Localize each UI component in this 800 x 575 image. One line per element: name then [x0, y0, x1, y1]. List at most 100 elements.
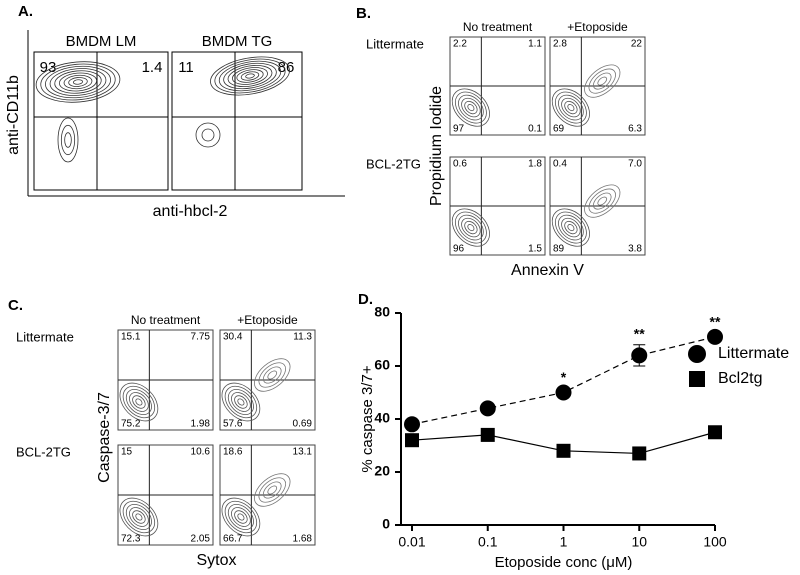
contour: [567, 224, 575, 232]
quadrant-value: 89: [553, 244, 565, 255]
contour: [68, 77, 88, 87]
contour: [72, 79, 84, 85]
contour: [135, 513, 143, 521]
quadrant-value: 30.4: [223, 332, 243, 343]
contour: [240, 71, 260, 81]
y-tick-label: 40: [374, 410, 390, 426]
point: [708, 425, 722, 440]
contour: [129, 392, 149, 412]
contour: [461, 217, 481, 238]
quadrant-value: 18.6: [223, 447, 243, 458]
contour: [584, 64, 621, 98]
contour: [227, 503, 254, 531]
contour: [464, 100, 478, 115]
contour: [567, 104, 575, 112]
contour: [234, 395, 248, 409]
legend-marker: [688, 345, 706, 363]
quadrant-value: 0.6: [453, 159, 467, 170]
quadrant-value: 11: [178, 59, 194, 76]
contour: [258, 362, 286, 388]
contour: [258, 477, 286, 503]
quadrant-value: 0.69: [293, 419, 313, 430]
contour: [561, 217, 581, 238]
contour: [227, 388, 254, 416]
contour: [125, 388, 152, 416]
panel-label: C.: [8, 297, 23, 314]
quadrant-value: 97: [453, 124, 465, 135]
y-tick-label: 0: [382, 516, 390, 532]
row-label: Littermate: [16, 329, 74, 344]
contour: [254, 473, 291, 507]
significance: **: [634, 326, 645, 342]
row-label: Littermate: [366, 36, 424, 51]
contour: [129, 507, 149, 527]
x-tick-label: 0.1: [478, 534, 498, 550]
axis-label: Sytox: [196, 552, 236, 569]
contour: [236, 69, 264, 83]
contour: [237, 398, 245, 406]
point: [707, 328, 723, 345]
contour: [223, 62, 277, 90]
x-tick-label: 0.01: [398, 534, 425, 550]
contour: [132, 395, 146, 409]
x-tick-label: 1: [560, 534, 568, 550]
contour: [451, 208, 490, 247]
quadrant-value: 0.1: [528, 124, 542, 135]
contour: [558, 94, 584, 121]
contour: [564, 100, 578, 115]
contour: [467, 104, 475, 112]
contour: [458, 214, 484, 241]
significance: **: [710, 314, 721, 330]
contour: [245, 73, 255, 79]
quadrant-value: 7.0: [628, 159, 642, 170]
quadrant-value: 69: [553, 124, 565, 135]
contour: [464, 220, 478, 235]
quadrant-value: 2.2: [453, 39, 467, 50]
quadrant-value: 10.6: [191, 447, 211, 458]
x-axis-label: Etoposide conc (μM): [495, 554, 633, 571]
contour: [558, 214, 584, 241]
contour: [201, 128, 215, 142]
axis-label: Propidium Iodide: [428, 86, 445, 206]
quadrant-value: 1.68: [293, 534, 313, 545]
quadrant-value: 6.3: [628, 124, 642, 135]
contour: [597, 196, 608, 206]
contour: [119, 382, 159, 422]
axis-label: Annexin V: [511, 262, 584, 279]
contour: [60, 124, 76, 156]
quadrant-value: 2.05: [191, 534, 211, 545]
contour: [564, 220, 578, 235]
contour: [588, 68, 616, 94]
contour: [262, 481, 282, 499]
quadrant-value: 2.8: [553, 39, 567, 50]
point: [632, 446, 647, 461]
y-tick-label: 20: [374, 463, 390, 479]
contour: [451, 88, 490, 127]
quadrant-value: 57.6: [223, 419, 243, 430]
contour: [221, 497, 261, 537]
quadrant-value: 11.3: [293, 332, 312, 343]
panel-label: D.: [358, 291, 373, 308]
contour: [592, 192, 612, 210]
contour: [231, 392, 251, 412]
y-tick-label: 80: [374, 304, 390, 320]
quadrant-value: 1.4: [142, 59, 163, 76]
column-header: +Etoposide: [237, 313, 298, 327]
contour: [210, 56, 290, 96]
quadrant-value: 86: [278, 59, 295, 76]
contour: [467, 224, 475, 232]
quadrant-value: 15: [121, 447, 133, 458]
row-label: BCL-2TG: [366, 156, 421, 171]
significance: *: [561, 369, 567, 385]
contour: [122, 500, 156, 534]
contour: [254, 358, 291, 392]
contour: [214, 58, 286, 94]
contour: [119, 497, 159, 537]
quadrant-value: 93: [40, 59, 57, 76]
plot-frame: [33, 51, 169, 191]
point: [556, 443, 571, 458]
quadrant-value: 1.1: [528, 39, 542, 50]
x-tick-label: 100: [703, 534, 727, 550]
legend-label: Bcl2tg: [718, 370, 762, 387]
contour: [221, 382, 261, 422]
